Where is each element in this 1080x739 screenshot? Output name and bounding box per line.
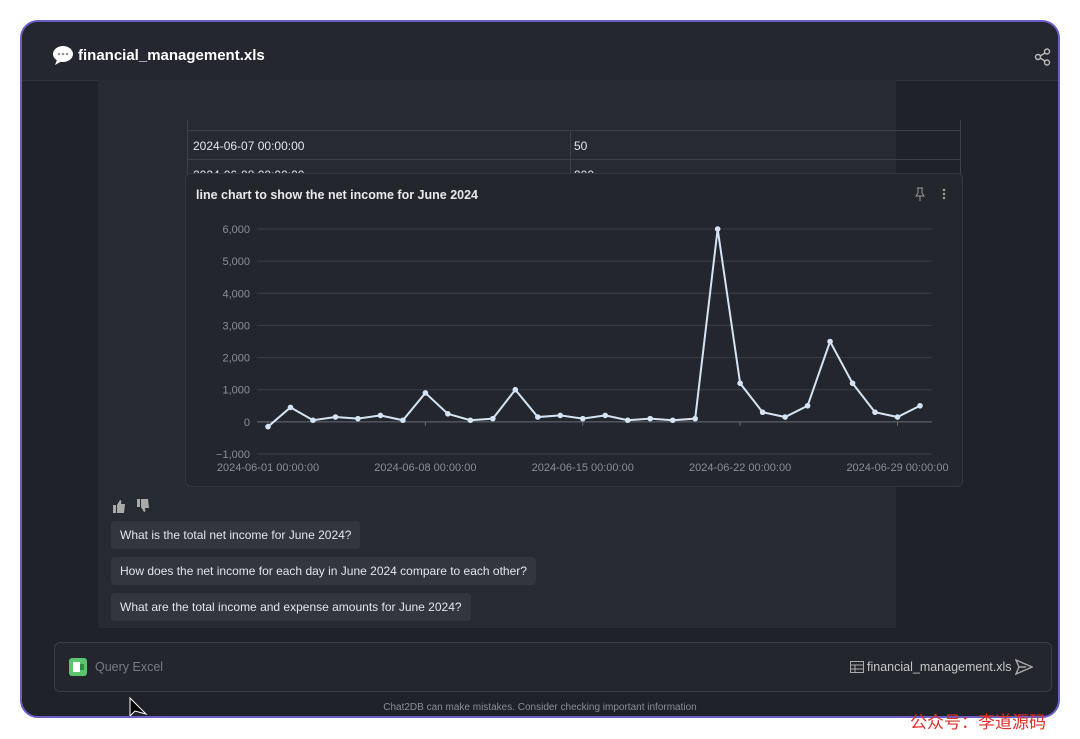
pin-button[interactable] bbox=[913, 186, 927, 202]
line-chart: −1,000 0 1,000 2,000 3,000 4,000 5,000 6,000 202… bbox=[216, 224, 949, 474]
x-tick-label: 2024-06-22 00:00:00 bbox=[689, 462, 791, 474]
data-point bbox=[849, 380, 856, 387]
y-tick-label: 3,000 bbox=[222, 320, 250, 332]
title: financial_management.xls bbox=[78, 47, 265, 64]
data-point bbox=[265, 423, 271, 430]
data-point bbox=[400, 417, 406, 424]
x-tick-label: 2024-06-08 00:00:00 bbox=[374, 462, 476, 474]
data-point bbox=[422, 390, 429, 396]
data-point bbox=[669, 417, 676, 424]
x-tick-label: 2024-06-15 00:00:00 bbox=[532, 462, 634, 474]
data-point bbox=[714, 226, 721, 232]
data-point bbox=[917, 402, 923, 409]
data-point bbox=[872, 409, 878, 416]
x-tick-label: 2024-06-01 00:00:00 bbox=[217, 462, 319, 474]
data-point bbox=[557, 412, 564, 419]
y-tick-label: 5,000 bbox=[222, 256, 250, 268]
input-placeholder: Query Excel bbox=[95, 660, 164, 674]
data-point bbox=[579, 415, 586, 422]
data-point bbox=[737, 380, 743, 387]
table-cell: 2024-06-07 00:00:00 bbox=[193, 139, 305, 153]
data-point bbox=[332, 414, 339, 420]
column-divider bbox=[570, 131, 571, 160]
data-point bbox=[692, 415, 698, 422]
suggestion-chip[interactable]: What is the total net income for June 20… bbox=[111, 521, 361, 549]
header: financial_management.xls bbox=[22, 22, 1058, 81]
data-point bbox=[759, 409, 766, 416]
chart-card: line chart to show the net income for Ju… bbox=[185, 173, 963, 487]
data-point bbox=[602, 412, 609, 419]
data-point bbox=[804, 402, 811, 409]
data-point bbox=[534, 414, 541, 420]
excel-icon bbox=[69, 658, 87, 676]
more-button[interactable] bbox=[940, 186, 948, 202]
data-point bbox=[310, 417, 316, 424]
data-point bbox=[827, 338, 833, 345]
data-point bbox=[377, 412, 384, 419]
answer-bubble: 2024-06-07 00:00:00 50 2024-06-08 00:00:00… bbox=[98, 80, 963, 628]
cursor bbox=[129, 696, 148, 716]
y-tick-label: −1,000 bbox=[216, 449, 250, 461]
y-tick-label: 6,000 bbox=[222, 224, 250, 236]
file-name[interactable]: financial_management.xls bbox=[867, 660, 1012, 674]
send-button[interactable] bbox=[1015, 658, 1033, 676]
watermark: 公众号：李道源码 bbox=[910, 713, 1046, 733]
table-row: 2024-06-07 00:00:00 50 bbox=[188, 130, 960, 160]
data-point bbox=[894, 414, 901, 420]
disclaimer: Chat2DB can make mistakes. Consider chec… bbox=[383, 702, 697, 713]
data-point bbox=[782, 414, 788, 420]
suggestion-chip[interactable]: What are the total income and expense am… bbox=[111, 593, 471, 621]
data-point bbox=[512, 386, 519, 393]
chart-title: line chart to show the net income for Ju… bbox=[196, 188, 479, 202]
data-line bbox=[267, 228, 921, 428]
y-tick-label: 4,000 bbox=[222, 288, 250, 300]
y-tick-label: 1,000 bbox=[222, 385, 250, 397]
y-tick-label: 2,000 bbox=[222, 353, 250, 365]
query-input[interactable]: Query Excel financial_management.xls bbox=[54, 642, 1052, 692]
suggestion-chip[interactable]: How does the net income for each day in … bbox=[111, 557, 536, 585]
share-button[interactable] bbox=[1034, 48, 1052, 66]
table-cell: 50 bbox=[574, 139, 588, 153]
data-point bbox=[647, 415, 654, 422]
table-icon bbox=[850, 661, 864, 673]
x-tick-label: 2024-06-29 00:00:00 bbox=[846, 462, 948, 474]
chat-icon bbox=[53, 46, 73, 65]
data-point bbox=[445, 411, 451, 417]
data-point bbox=[490, 415, 496, 422]
data-point bbox=[467, 417, 474, 424]
feedback-buttons[interactable] bbox=[112, 498, 160, 514]
app-window: financial_management.xls 2024-06-07 00:0… bbox=[20, 20, 1060, 718]
data-point bbox=[624, 417, 631, 424]
y-tick-label: 0 bbox=[244, 417, 250, 429]
data-point bbox=[287, 404, 294, 411]
data-point bbox=[355, 415, 361, 422]
